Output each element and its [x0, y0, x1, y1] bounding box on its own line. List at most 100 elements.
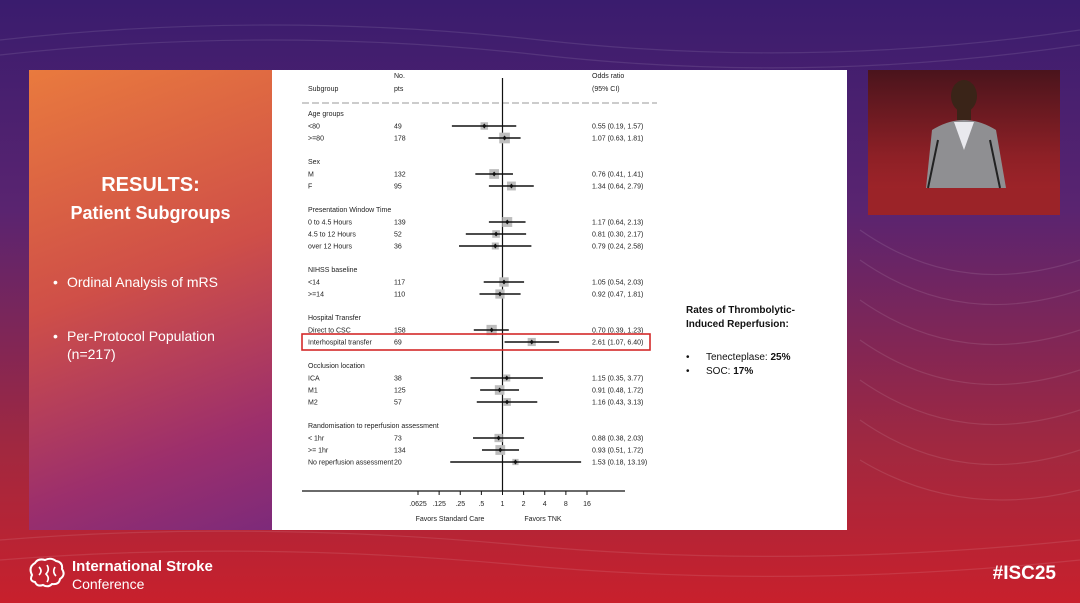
header-subgroup: Subgroup: [308, 86, 338, 93]
favors-right-label: Favors TNK: [524, 516, 562, 523]
row-or-text: 0.92 (0.47, 1.81): [592, 292, 643, 299]
point-estimate: [502, 135, 507, 141]
row-or-text: 1.34 (0.64, 2.79): [592, 184, 643, 191]
row-label: F: [308, 184, 312, 191]
x-tick-label: .125: [432, 501, 446, 508]
x-tick-label: 2: [522, 501, 526, 508]
slide-title: RESULTS:: [101, 174, 200, 196]
point-estimate: [501, 279, 506, 285]
rate-label: SOC:: [706, 366, 734, 377]
speaker-image: [868, 70, 1060, 215]
row-label: >=14: [308, 292, 324, 299]
row-n: 36: [394, 244, 402, 251]
row-n: 178: [394, 136, 406, 143]
row-n: 125: [394, 388, 406, 395]
point-estimate: [497, 291, 502, 297]
row-or-text: 0.93 (0.51, 1.72): [592, 448, 643, 455]
point-estimate: [505, 399, 510, 405]
favors-left-label: Favors Standard Care: [416, 516, 485, 523]
row-n: 69: [394, 340, 402, 347]
bullet-text: (n=217): [67, 346, 116, 362]
row-n: 20: [394, 460, 402, 467]
brain-logo-icon: [29, 557, 65, 588]
x-tick-label: 16: [583, 501, 591, 508]
x-tick-label: 8: [564, 501, 568, 508]
point-estimate: [496, 435, 501, 441]
bullet-dot: •: [686, 352, 690, 363]
rate-value: 17%: [733, 366, 754, 377]
point-estimate: [498, 447, 503, 453]
rates-title-line2: Induced Reperfusion:: [686, 319, 789, 330]
row-or-text: 0.76 (0.41, 1.41): [592, 172, 643, 179]
reperfusion-rates-title: Rates of Thrombolytic- Induced Reperfusi…: [686, 304, 826, 332]
row-label: Direct to CSC: [308, 328, 351, 335]
row-or-text: 1.16 (0.43, 3.13): [592, 400, 643, 407]
row-n: 110: [394, 292, 405, 299]
row-or-text: 0.70 (0.39, 1.23): [592, 328, 643, 335]
bullet-dot: •: [53, 328, 58, 344]
row-or-text: 0.55 (0.19, 1.57): [592, 124, 643, 131]
header-pts: pts: [394, 86, 404, 93]
point-estimate: [529, 339, 534, 345]
group-title: Age groups: [308, 111, 344, 118]
row-label: 0 to 4.5 Hours: [308, 220, 352, 227]
row-label: <80: [308, 124, 320, 131]
point-estimate: [493, 243, 498, 249]
x-tick-label: .0625: [409, 501, 427, 508]
x-tick-label: .5: [478, 501, 484, 508]
row-n: 139: [394, 220, 406, 227]
point-estimate: [497, 387, 502, 393]
slide-left-panel: RESULTS: Patient Subgroups • Ordinal Ana…: [29, 70, 272, 530]
row-or-text: 1.15 (0.35, 3.77): [592, 376, 643, 383]
point-estimate: [489, 327, 494, 333]
bullet-dot: •: [686, 366, 690, 377]
row-or-text: 0.81 (0.30, 2.17): [592, 232, 643, 239]
row-label: >= 1hr: [308, 448, 329, 455]
row-label: <14: [308, 280, 320, 287]
podium: [868, 188, 1060, 215]
group-title: Sex: [308, 159, 321, 166]
row-or-text: 1.05 (0.54, 2.03): [592, 280, 643, 287]
row-label: ICA: [308, 376, 320, 383]
bullet-dot: •: [53, 274, 58, 290]
point-estimate: [513, 459, 518, 465]
bullet-text: Per-Protocol Population: [67, 328, 215, 344]
org-name-line2: Conference: [72, 576, 145, 592]
point-estimate: [494, 231, 499, 237]
row-or-text: 1.17 (0.64, 2.13): [592, 220, 643, 227]
row-n: 38: [394, 376, 402, 383]
speaker-video: [868, 70, 1060, 215]
header-odds-ratio: Odds ratio: [592, 73, 624, 80]
row-or-text: 0.79 (0.24, 2.58): [592, 244, 643, 251]
header-ci: (95% CI): [592, 86, 620, 93]
row-n: 49: [394, 124, 402, 131]
row-n: 73: [394, 436, 402, 443]
bullet-text: Ordinal Analysis of mRS: [67, 274, 218, 290]
row-label: >=80: [308, 136, 324, 143]
org-name: International Stroke: [72, 558, 213, 575]
row-or-text: 0.88 (0.38, 2.03): [592, 436, 643, 443]
rate-label: Tenecteplase:: [706, 352, 771, 363]
row-label: 4.5 to 12 Hours: [308, 232, 356, 239]
group-title: Presentation Window Time: [308, 207, 391, 214]
group-title: NIHSS baseline: [308, 267, 358, 274]
group-title: Hospital Transfer: [308, 315, 362, 322]
group-title: Occlusion location: [308, 363, 365, 370]
forest-plot: Subgroup No. pts Odds ratio (95% CI) Age…: [301, 73, 657, 523]
row-or-text: 1.07 (0.63, 1.81): [592, 136, 643, 143]
point-estimate: [504, 375, 509, 381]
row-label: No reperfusion assessment: [308, 460, 393, 467]
row-label: over 12 Hours: [308, 244, 352, 251]
row-label: M: [308, 172, 314, 179]
x-tick-label: .25: [455, 501, 465, 508]
row-n: 132: [394, 172, 406, 179]
row-n: 158: [394, 328, 406, 335]
row-label: < 1hr: [308, 436, 325, 443]
row-or-text: 0.91 (0.48, 1.72): [592, 388, 643, 395]
row-or-text: 1.53 (0.18, 13.19): [592, 460, 647, 467]
x-tick-label: 1: [501, 501, 505, 508]
rates-title-line1: Rates of Thrombolytic-: [686, 305, 795, 316]
highlight-box: [301, 333, 651, 351]
point-estimate: [505, 219, 510, 225]
